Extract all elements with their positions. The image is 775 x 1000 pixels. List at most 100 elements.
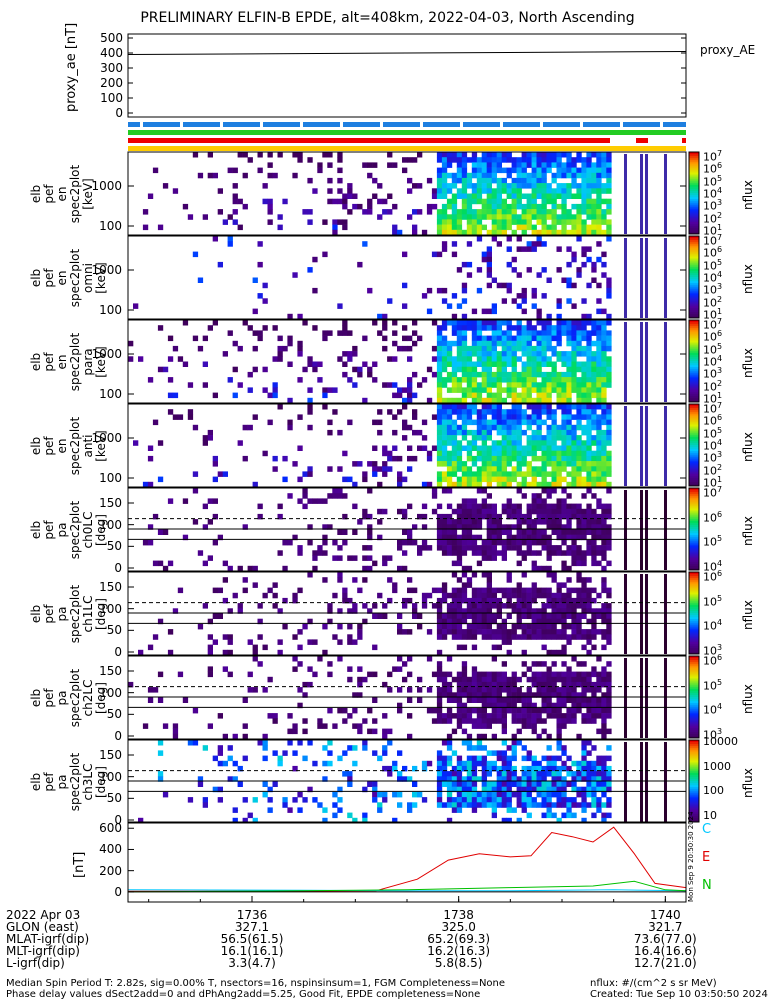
spectrogram-panel-0-cell (516, 183, 522, 189)
spectrogram-panel-0-cell (586, 209, 592, 215)
spectrogram-panel-3-colorbar-tick-exp: 5 (717, 425, 723, 435)
spectrogram-panel-7-cell (571, 786, 577, 793)
spectrogram-panel-0-cell (451, 219, 458, 225)
spectrogram-panel-0-cell (511, 177, 517, 184)
spectrogram-panel-0-cell (327, 198, 333, 205)
spectrogram-panel-0-cell (541, 203, 547, 210)
spectrogram-panel-3-cell (481, 409, 487, 415)
status-bar-blue (128, 122, 686, 127)
spectrogram-panel-0-cell (421, 229, 428, 236)
spectrogram-panel-2-cell (436, 335, 443, 342)
spectrogram-panel-7-cell (387, 771, 393, 777)
spectrogram-panel-2-cell (506, 371, 512, 378)
spectrogram-panel-0-cell (377, 214, 383, 220)
spectrogram-panel-2-cell (412, 330, 418, 336)
spectrogram-panel-4-cell (526, 503, 532, 510)
spectrogram-panel-0-cell (466, 157, 473, 163)
spectrogram-panel-3-cell (551, 445, 557, 451)
spectrogram-panel-4-cell (327, 493, 333, 499)
spectrogram-panel-4-cell (456, 508, 463, 515)
spectrogram-panel-7-cell (217, 750, 223, 756)
spectrogram-panel-2-cell (546, 345, 552, 352)
spectrogram-panel-0-colorbar-cell (689, 174, 699, 178)
spectrogram-panel-0-cell (272, 172, 278, 179)
spectrogram-panel-3-colorbar-tick-exp: 6 (717, 413, 723, 423)
spectrogram-panel-2-cell (501, 356, 507, 362)
spectrogram-panel-7-cell (267, 807, 273, 813)
spectrogram-panel-6-cell (471, 692, 478, 698)
spectrogram-panel-0-cell (476, 193, 483, 199)
footer-line-2: Phase delay values dSect2add=0 and dPhAn… (6, 989, 481, 1000)
spectrogram-panel-0-cell (516, 162, 522, 168)
spectrogram-panel-3-cell (511, 435, 517, 441)
spectrogram-panel-3-cell (481, 450, 487, 457)
spectrogram-panel-1-cell (292, 272, 298, 278)
spectrogram-panel-2-cell (481, 397, 487, 404)
spectrogram-panel-4-cell (601, 550, 607, 556)
spectrogram-panel-7-cell (372, 781, 378, 787)
spectrogram-panel-7-cell (362, 817, 368, 824)
spectrogram-panel-0-cell (456, 188, 463, 194)
spectrogram-panel-4-cell (471, 498, 478, 504)
spectrogram-panel-0-cell (591, 162, 597, 168)
spectrogram-panel-4-cell (451, 545, 458, 551)
spectrogram-panel-3-cell (511, 450, 517, 457)
spectrogram-panel-0-cell (446, 157, 453, 163)
spectrogram-panel-4-cell (426, 545, 433, 551)
spectrogram-panel-0-cell (501, 203, 507, 210)
spectrogram-panel-4-cell (162, 565, 169, 572)
spectrogram-panel-3-cell (471, 481, 478, 488)
spectrogram-panel-0-cell (436, 152, 443, 158)
spectrogram-panel-0-cell (267, 209, 273, 215)
spectrogram-panel-3-cell (466, 414, 473, 420)
spectrogram-panel-5-cell (466, 613, 473, 619)
spectrogram-panel-1-cell (586, 246, 592, 252)
spectrogram-panel-2-cell (417, 335, 423, 342)
spectrogram-panel-7-cell (387, 740, 393, 746)
spectrogram-panel-0-cell (486, 162, 492, 168)
spectrogram-panel-6-cell (521, 718, 527, 724)
spectrogram-panel-4-cell (332, 539, 338, 546)
spectrogram-panel-3-colorbar-cell (689, 447, 699, 450)
spectrogram-panel-2-cell (591, 377, 597, 383)
spectrogram-panel-7-cell (282, 797, 288, 803)
spectrogram-panel-2-cell (581, 377, 587, 383)
spectrogram-panel-0-cell (307, 209, 313, 215)
spectrogram-panel-7-ylabel: elb pef pa spec2plot ch3LC [deg] (29, 752, 108, 812)
spectrogram-panel-7-colorbar-cell (689, 809, 699, 813)
spectrogram-panel-0-cell (531, 188, 537, 194)
spectrogram-panel-7-cell (197, 776, 204, 782)
spectrogram-panel-2-colorbar-cell (689, 367, 699, 370)
spectrogram-panel-7-cell (446, 781, 453, 787)
spectrogram-panel-1-colorbar-cell (689, 236, 699, 239)
spectrogram-panel-2-cell (601, 371, 607, 378)
spectrogram-panel-5-cell (382, 603, 388, 609)
spectrogram-panel-7-cell (197, 781, 204, 787)
spectrogram-panel-7-cell (606, 765, 612, 772)
spectrogram-panel-2-cell (521, 392, 527, 399)
spectrogram-panel-6-cell (252, 687, 258, 693)
spectrogram-panel-0-colorbar-cell (689, 178, 699, 182)
xaxis-row-value: 1736 (236, 908, 268, 922)
spectrogram-panel-5-cell (491, 634, 497, 640)
spectrogram-panel-6-cell (456, 687, 463, 693)
spectrogram-panel-5-colorbar-tick: 104 (703, 618, 723, 633)
spectrogram-panel-7-cell (466, 755, 473, 762)
spectrogram-panel-7-cell (601, 760, 607, 767)
spectrogram-panel-4-cell (297, 545, 303, 551)
spectrogram-panel-5-cell (556, 629, 562, 635)
spectrogram-panel-4-cell (516, 519, 522, 525)
xaxis-row-value: 325.0 (441, 920, 476, 934)
spectrogram-panel-0-cell (367, 172, 373, 179)
spectrogram-panel-7-cell (227, 745, 233, 751)
spectrogram-panel-4-cell (591, 539, 597, 546)
spectrogram-panel-3-cell (157, 440, 164, 446)
spectrogram-panel-6-cell (456, 702, 463, 709)
spectrogram-panel-4-cell (352, 529, 358, 535)
spectrogram-panel-2-colorbar-cell (689, 363, 699, 366)
spectrogram-panel-3-cell (561, 435, 567, 441)
spectrogram-panel-6-cell (541, 671, 547, 678)
spectrogram-panel-2-cell (581, 387, 587, 393)
spectrogram-panel-0-cell (461, 152, 468, 158)
spectrogram-panel-7-cell (471, 765, 478, 772)
